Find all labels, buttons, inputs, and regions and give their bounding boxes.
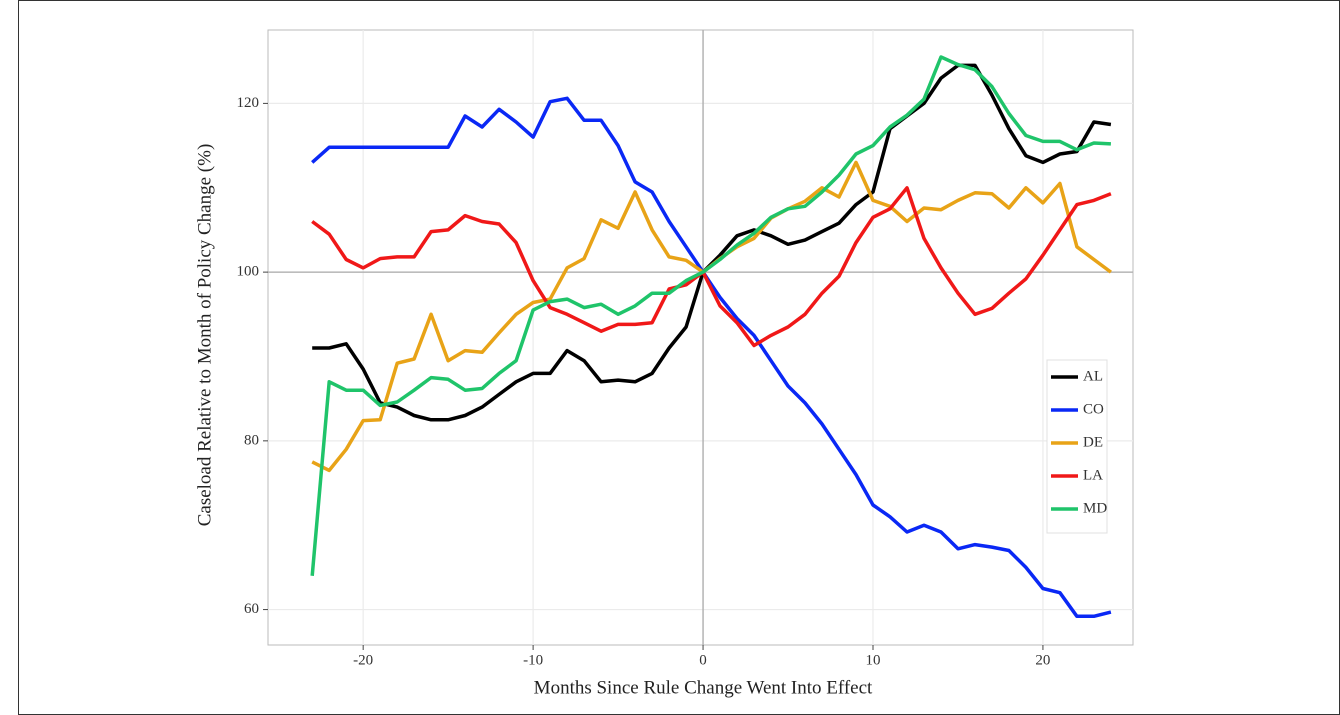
series-line [310, 55, 1111, 576]
series-line [311, 96, 1112, 619]
legend-label: CO [1083, 401, 1104, 417]
grid [263, 30, 1133, 650]
lines [310, 55, 1112, 619]
x-tick-label: 20 [1035, 652, 1050, 668]
y-axis-title: Caseload Relative to Month of Policy Cha… [194, 144, 215, 527]
x-axis-title: Months Since Rule Change Went Into Effec… [534, 677, 873, 698]
legend: AL CO DE LA MD [1046, 359, 1108, 534]
legend-label: MD [1083, 500, 1107, 516]
x-tick-label: 10 [865, 652, 880, 668]
x-tick-label: -20 [353, 652, 373, 668]
x-tick-label: -10 [523, 652, 543, 668]
legend-label: LA [1083, 467, 1103, 483]
plot-panel [267, 29, 1134, 646]
y-tick-label: 80 [244, 432, 259, 448]
legend-box [1046, 359, 1108, 534]
legend-label: DE [1083, 434, 1103, 450]
y-tick-label: 60 [244, 601, 259, 617]
y-tick-label: 120 [237, 95, 260, 111]
legend-label: AL [1083, 368, 1103, 384]
series-line [311, 186, 1112, 348]
y-tick-label: 100 [237, 264, 260, 280]
x-tick-label: 0 [699, 652, 707, 668]
